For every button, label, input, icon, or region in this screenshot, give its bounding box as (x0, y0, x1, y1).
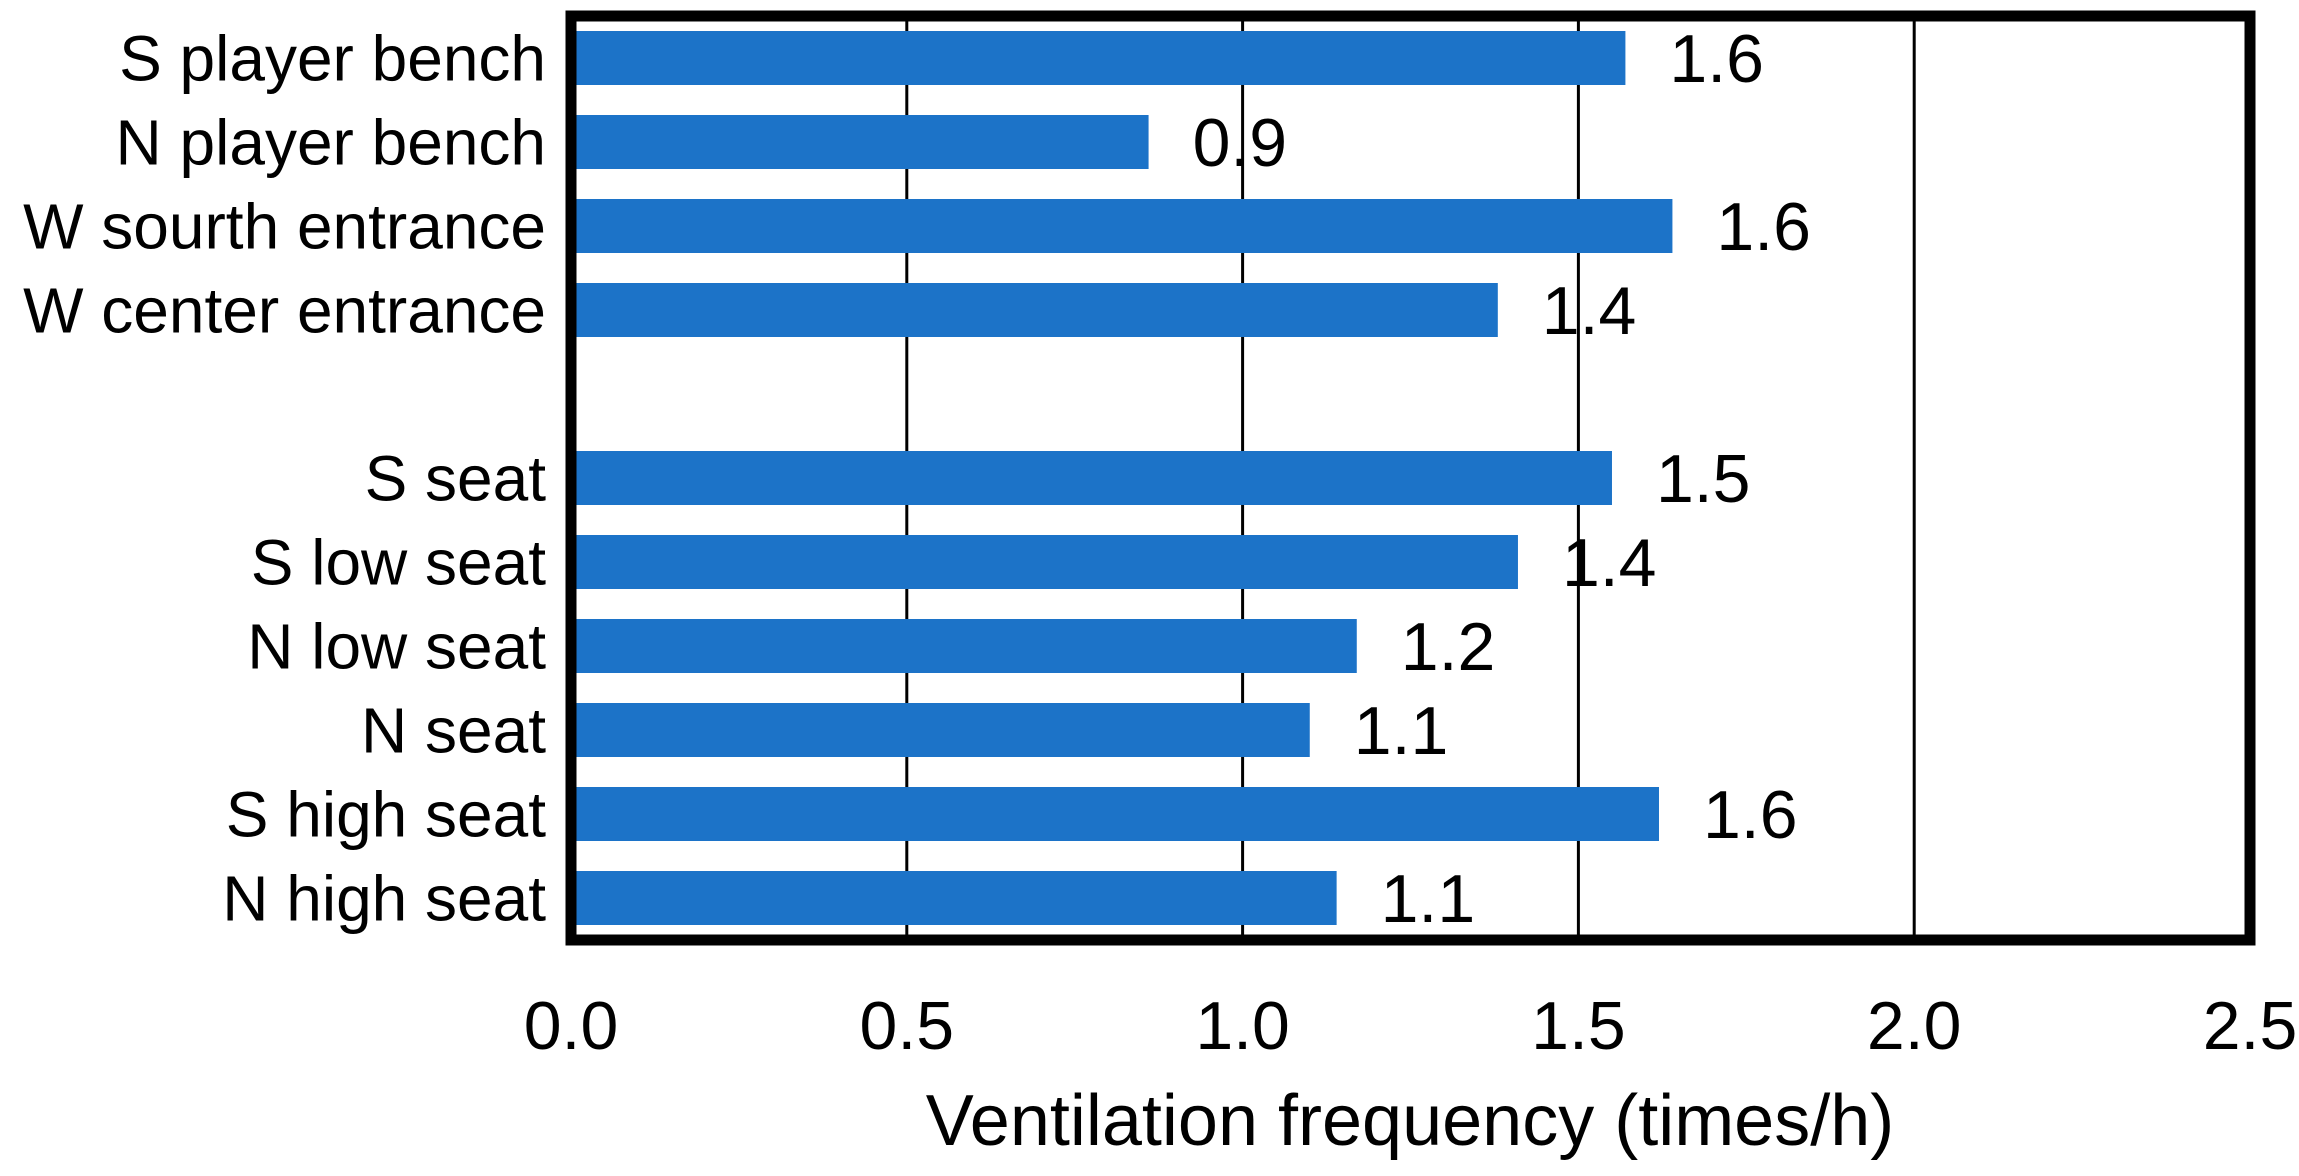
x-axis-title: Ventilation frequency (times/h) (926, 1081, 1894, 1161)
category-label: N high seat (222, 862, 546, 934)
category-label: W sourth entrance (23, 190, 546, 262)
bar (571, 199, 1673, 253)
category-label: N player bench (116, 106, 546, 178)
bar (571, 619, 1357, 673)
bar-value-label: 0.9 (1193, 105, 1288, 181)
plot-frame (565, 10, 2256, 946)
bar-value-label: 1.6 (1703, 777, 1798, 853)
value-labels-group: 1.6 0.9 1.6 1.4 1.5 1.4 1.2 1.1 1.6 1.1 (1193, 21, 1811, 937)
bar-value-label: 1.4 (1562, 525, 1657, 601)
x-tick-label: 1.5 (1531, 988, 1626, 1064)
category-label: S high seat (226, 778, 546, 850)
bar (571, 703, 1310, 757)
category-label: S seat (365, 442, 547, 514)
bar (571, 115, 1149, 169)
bar (571, 451, 1612, 505)
x-tick-label: 0.5 (860, 988, 955, 1064)
bar (571, 787, 1659, 841)
category-label: S low seat (251, 526, 546, 598)
x-tick-label: 1.0 (1195, 988, 1290, 1064)
bar (571, 31, 1626, 85)
category-labels-group: S player bench N player bench W sourth ent… (23, 22, 546, 934)
bar-value-label: 1.6 (1716, 189, 1811, 265)
x-tick-label: 2.0 (1867, 988, 1962, 1064)
bar (571, 535, 1518, 589)
category-label: W center entrance (23, 274, 546, 346)
bars-group (571, 31, 1673, 925)
bar-value-label: 1.5 (1656, 441, 1751, 517)
category-label: N seat (361, 694, 546, 766)
bar-value-label: 1.4 (1542, 273, 1637, 349)
category-label: S player bench (119, 22, 546, 94)
bar-value-label: 1.6 (1669, 21, 1764, 97)
category-label: N low seat (247, 610, 546, 682)
bar (571, 871, 1337, 925)
x-tick-labels-group: 0.0 0.5 1.0 1.5 2.0 2.5 (524, 988, 2298, 1064)
bar-value-label: 1.2 (1401, 609, 1496, 685)
x-tick-label: 0.0 (524, 988, 619, 1064)
bar-value-label: 1.1 (1381, 861, 1476, 937)
x-tick-label: 2.5 (2203, 988, 2298, 1064)
bar (571, 283, 1498, 337)
bar-value-label: 1.1 (1354, 693, 1449, 769)
